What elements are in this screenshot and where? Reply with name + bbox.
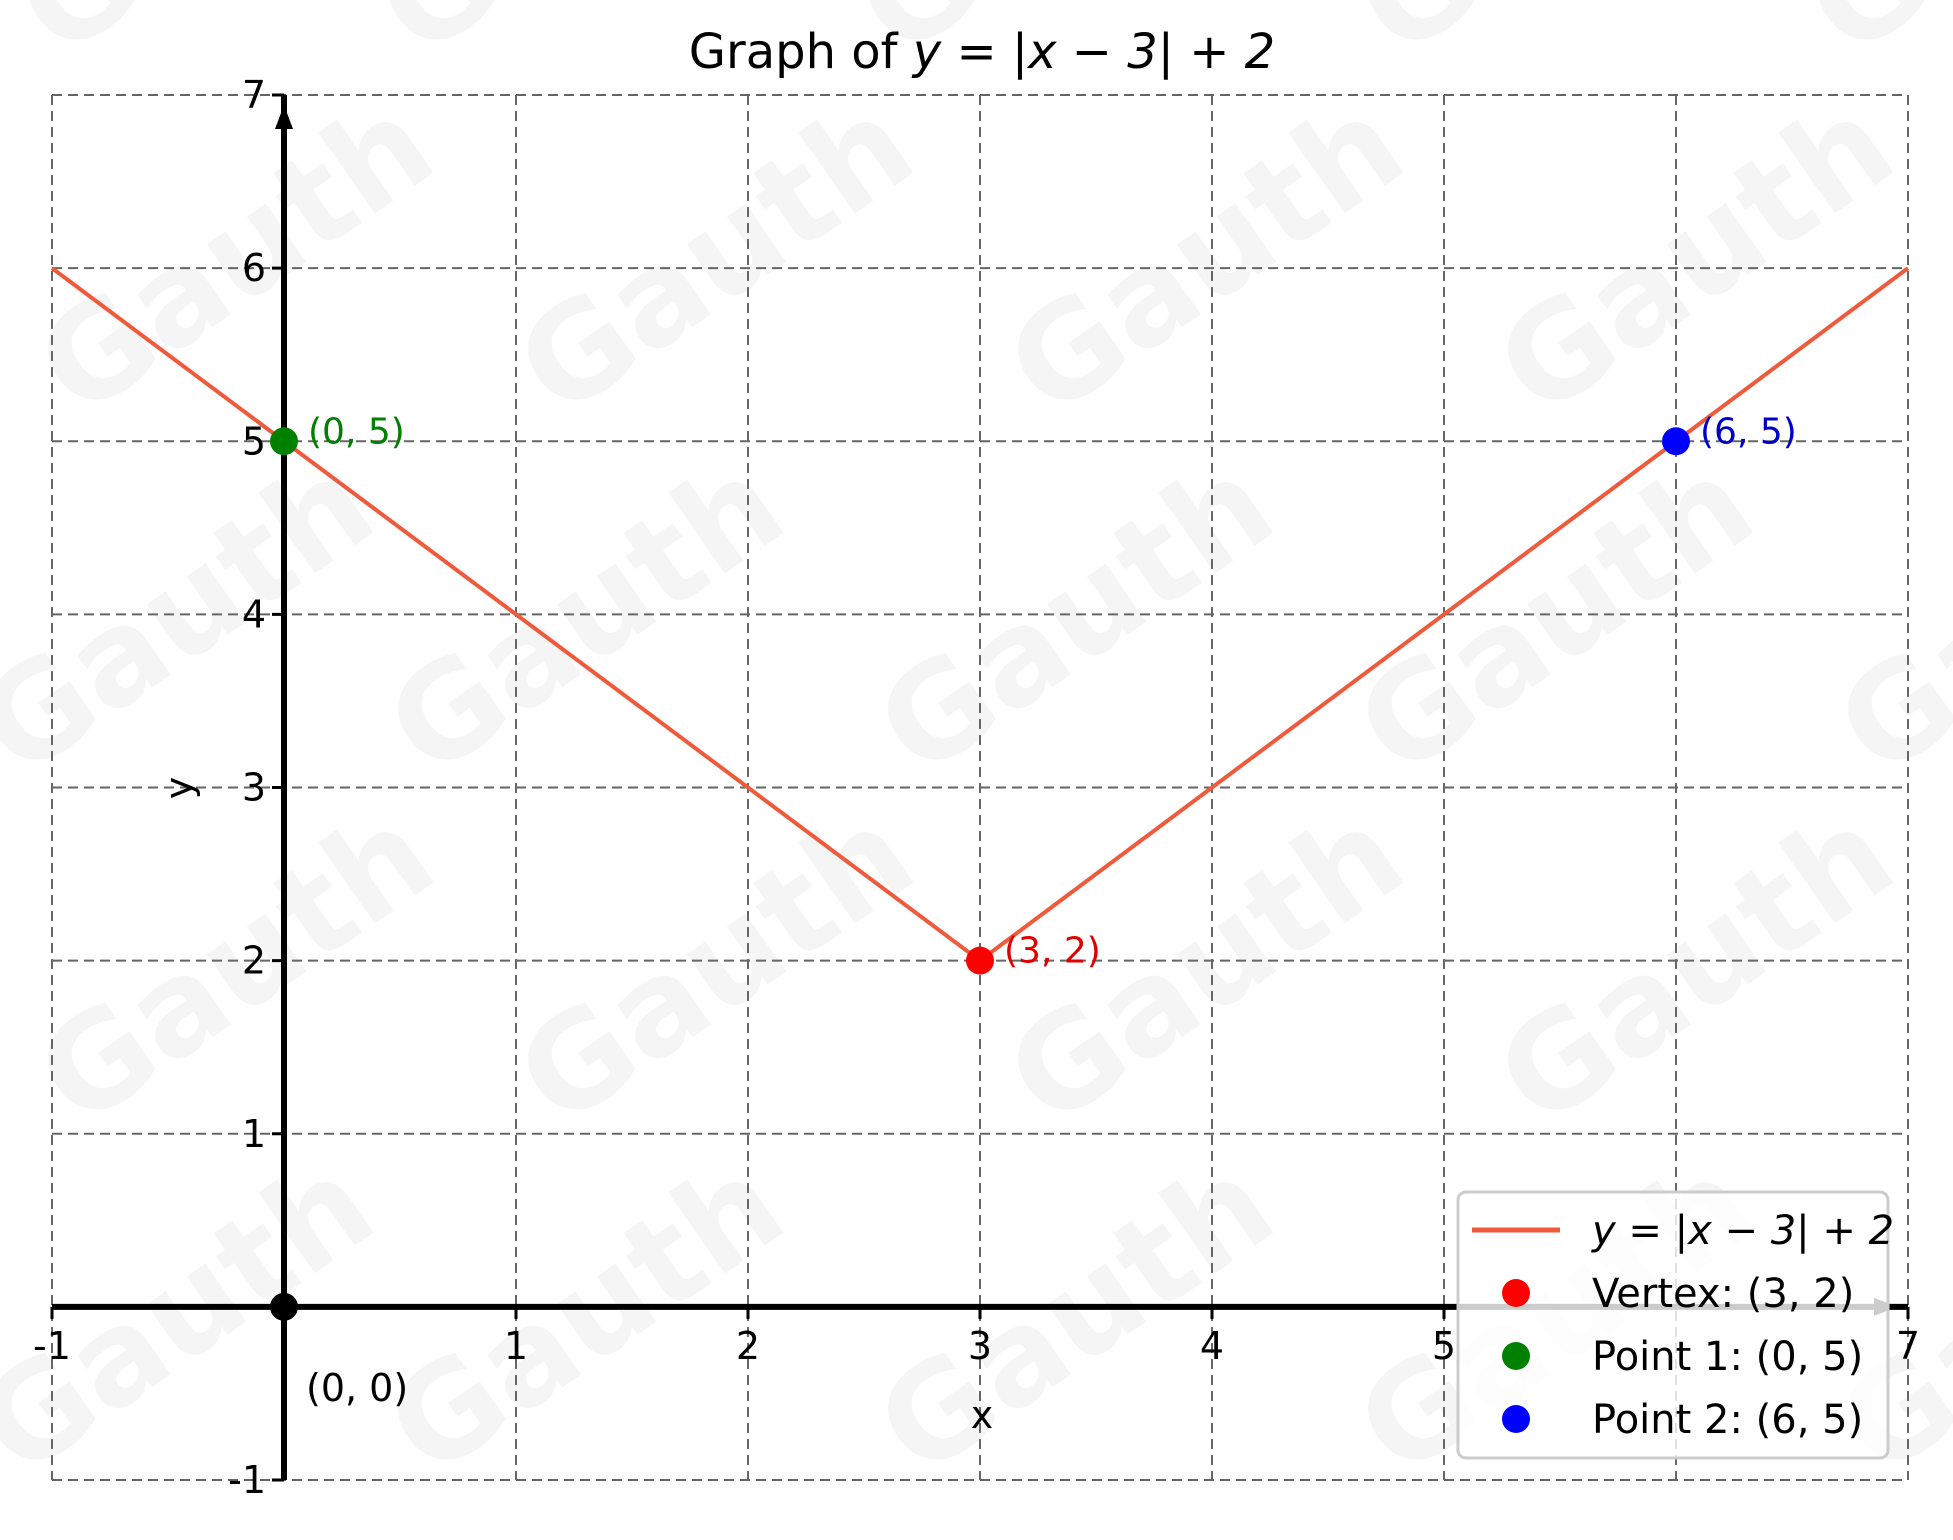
watermark-text: Gauth xyxy=(361,428,810,806)
x-tick-label: 2 xyxy=(736,1324,760,1368)
x-tick-label: 4 xyxy=(1200,1324,1224,1368)
watermark-text: Gauth xyxy=(851,428,1300,806)
watermark-text: Gauth xyxy=(1331,428,1780,806)
y-tick-label: 1 xyxy=(242,1112,266,1156)
x-tick-label: 3 xyxy=(968,1324,992,1368)
legend-label: Point 1: (0, 5) xyxy=(1592,1334,1863,1380)
y-tick-label: 3 xyxy=(242,766,266,810)
title-prefix: Graph of xyxy=(689,24,913,80)
data-point xyxy=(1662,427,1690,456)
point-annotation: (6, 5) xyxy=(1700,411,1797,452)
point-annotation: (3, 2) xyxy=(1004,931,1101,972)
watermark-text: Gauth xyxy=(1471,68,1920,446)
watermark-text: Gauth xyxy=(361,1128,810,1506)
point-annotation: (0, 0) xyxy=(306,1366,408,1410)
chart-title: Graph of y = |x − 3| + 2 xyxy=(689,24,1275,80)
watermark-text: Gauth xyxy=(1471,778,1920,1156)
series-layer xyxy=(50,266,1910,1321)
x-tick-label: 7 xyxy=(1896,1324,1920,1368)
y-tick-label: 4 xyxy=(242,592,266,636)
annotations: (0, 5) (3, 2) (6, 5) (0, 0) xyxy=(306,411,1797,1410)
legend-label: Vertex: (3, 2) xyxy=(1592,1271,1854,1317)
legend-label: Point 2: (6, 5) xyxy=(1592,1397,1863,1443)
y-tick-label: -1 xyxy=(228,1458,266,1502)
data-point xyxy=(270,427,298,456)
watermark-text: Gauth xyxy=(1331,0,1780,85)
point-annotation: (0, 5) xyxy=(308,411,405,452)
data-point xyxy=(966,946,994,975)
watermark-text: Gauth xyxy=(1811,428,1953,806)
legend-dot-swatch xyxy=(1502,1342,1530,1370)
x-tick-label: 5 xyxy=(1432,1324,1456,1368)
title-equation: y = |x − 3| + 2 xyxy=(911,24,1275,80)
legend-dot-swatch xyxy=(1502,1279,1530,1307)
watermark-text: Gauth xyxy=(491,778,940,1156)
x-tick-label: -1 xyxy=(33,1324,71,1368)
legend: y = |x − 3| + 2 Vertex: (3, 2) Point 1: (0… xyxy=(1456,1190,1894,1460)
y-axis-label: y xyxy=(157,777,201,800)
watermark-text: Gauth xyxy=(1781,0,1953,85)
watermark-text: Gauth xyxy=(11,68,460,446)
origin-point xyxy=(270,1292,298,1321)
watermark-text: Gauth xyxy=(11,778,460,1156)
y-tick-label: 7 xyxy=(242,73,266,117)
watermark-text: Gauth xyxy=(0,1128,400,1506)
y-axis-arrow-icon xyxy=(275,105,293,129)
x-axis-label: x xyxy=(971,1393,994,1437)
x-tick-label: 1 xyxy=(504,1324,528,1368)
legend-box xyxy=(1456,1190,1890,1460)
watermark-text: Gauth xyxy=(851,1128,1300,1506)
y-tick-label: 2 xyxy=(242,939,266,983)
y-tick-label: 6 xyxy=(242,246,266,290)
watermark-text: Gauth xyxy=(491,68,940,446)
legend-label: y = |x − 3| + 2 xyxy=(1591,1208,1894,1254)
legend-dot-swatch xyxy=(1502,1405,1530,1433)
watermark-text: Gauth xyxy=(981,68,1430,446)
